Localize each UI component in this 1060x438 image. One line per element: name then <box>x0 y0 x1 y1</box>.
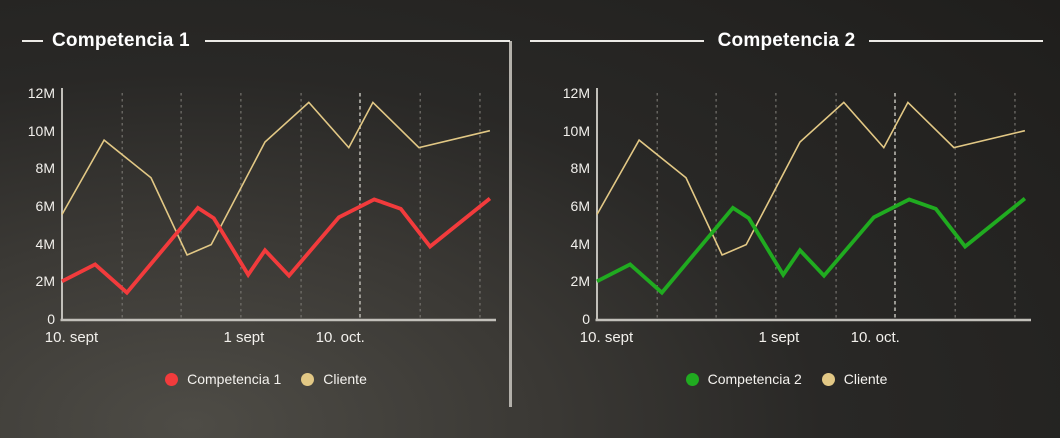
x-tick-label: 1 sept <box>758 329 800 346</box>
panel-competencia-1: Competencia 1 12M 10M 8M 6M 4M 2M 0 10. sept 1 s… <box>22 30 510 402</box>
line-plot[interactable] <box>60 87 506 329</box>
x-tick-label: 10. oct. <box>850 329 900 346</box>
legend-label: Cliente <box>843 371 888 387</box>
x-tick-label: 10. sept <box>44 329 99 346</box>
y-tick-label: 10M <box>27 122 55 139</box>
legend-item-competencia-2[interactable]: Competencia 2 <box>685 371 802 387</box>
line-plot[interactable] <box>595 87 1041 329</box>
x-tick-label: 10. sept <box>579 329 634 346</box>
legend-color-dot <box>821 372 835 386</box>
panel-title: Competencia 2 <box>717 30 856 51</box>
title-rule-left <box>530 40 704 42</box>
legend-item-cliente[interactable]: Cliente <box>301 372 367 386</box>
legend: Competencia 1 Cliente <box>22 372 510 386</box>
title-rule-right <box>869 40 1044 42</box>
y-tick-label: 8M <box>570 160 590 177</box>
series-line-competencia-2[interactable] <box>596 197 1027 296</box>
chart-plot-area-competencia-2: 12M 10M 8M 6M 4M 2M 0 10. sept 1 sept 10. oct. <box>530 86 1043 345</box>
series-line-competencia-1[interactable] <box>61 197 492 296</box>
panel-header: Competencia 2 <box>530 30 1044 52</box>
legend-item-cliente[interactable]: Cliente <box>821 371 888 387</box>
chart-plot-area-competencia-1: 12M 10M 8M 6M 4M 2M 0 10. sept 1 sept 10. oct. <box>22 86 510 345</box>
legend-label: Competencia 1 <box>187 371 282 387</box>
y-tick-label: 8M <box>35 160 55 177</box>
legend-item-competencia-1[interactable]: Competencia 1 <box>165 372 281 386</box>
legend-color-dot <box>685 372 699 386</box>
y-tick-label: 0 <box>47 311 55 327</box>
vertical-panel-divider <box>509 41 512 407</box>
y-tick-label: 12M <box>27 85 55 101</box>
y-tick-label: 6M <box>35 198 55 214</box>
y-tick-label: 2M <box>570 273 590 290</box>
legend: Competencia 2 Cliente <box>530 372 1043 386</box>
y-tick-label: 4M <box>570 235 590 252</box>
y-tick-label: 12M <box>562 85 590 101</box>
y-tick-label: 4M <box>35 235 55 252</box>
legend-color-dot <box>301 372 315 386</box>
panel-header: Competencia 1 <box>22 30 510 52</box>
x-tick-label: 10. oct. <box>315 329 365 346</box>
title-rule-left <box>22 40 43 42</box>
series-line-cliente[interactable] <box>61 101 491 257</box>
panel-competencia-2: Competencia 2 12M 10M 8M 6M 4M 2M 0 10. sept 1 s… <box>530 30 1044 402</box>
series-line-cliente[interactable] <box>596 101 1026 257</box>
y-tick-label: 6M <box>570 198 590 214</box>
legend-color-dot <box>165 372 179 386</box>
title-rule-right <box>204 40 510 42</box>
panel-title: Competencia 1 <box>52 30 190 51</box>
y-tick-label: 10M <box>562 122 590 139</box>
legend-label: Competencia 2 <box>707 371 802 387</box>
y-tick-label: 0 <box>582 311 590 327</box>
x-tick-label: 1 sept <box>223 329 265 346</box>
y-tick-label: 2M <box>35 273 55 290</box>
legend-label: Cliente <box>323 371 367 387</box>
